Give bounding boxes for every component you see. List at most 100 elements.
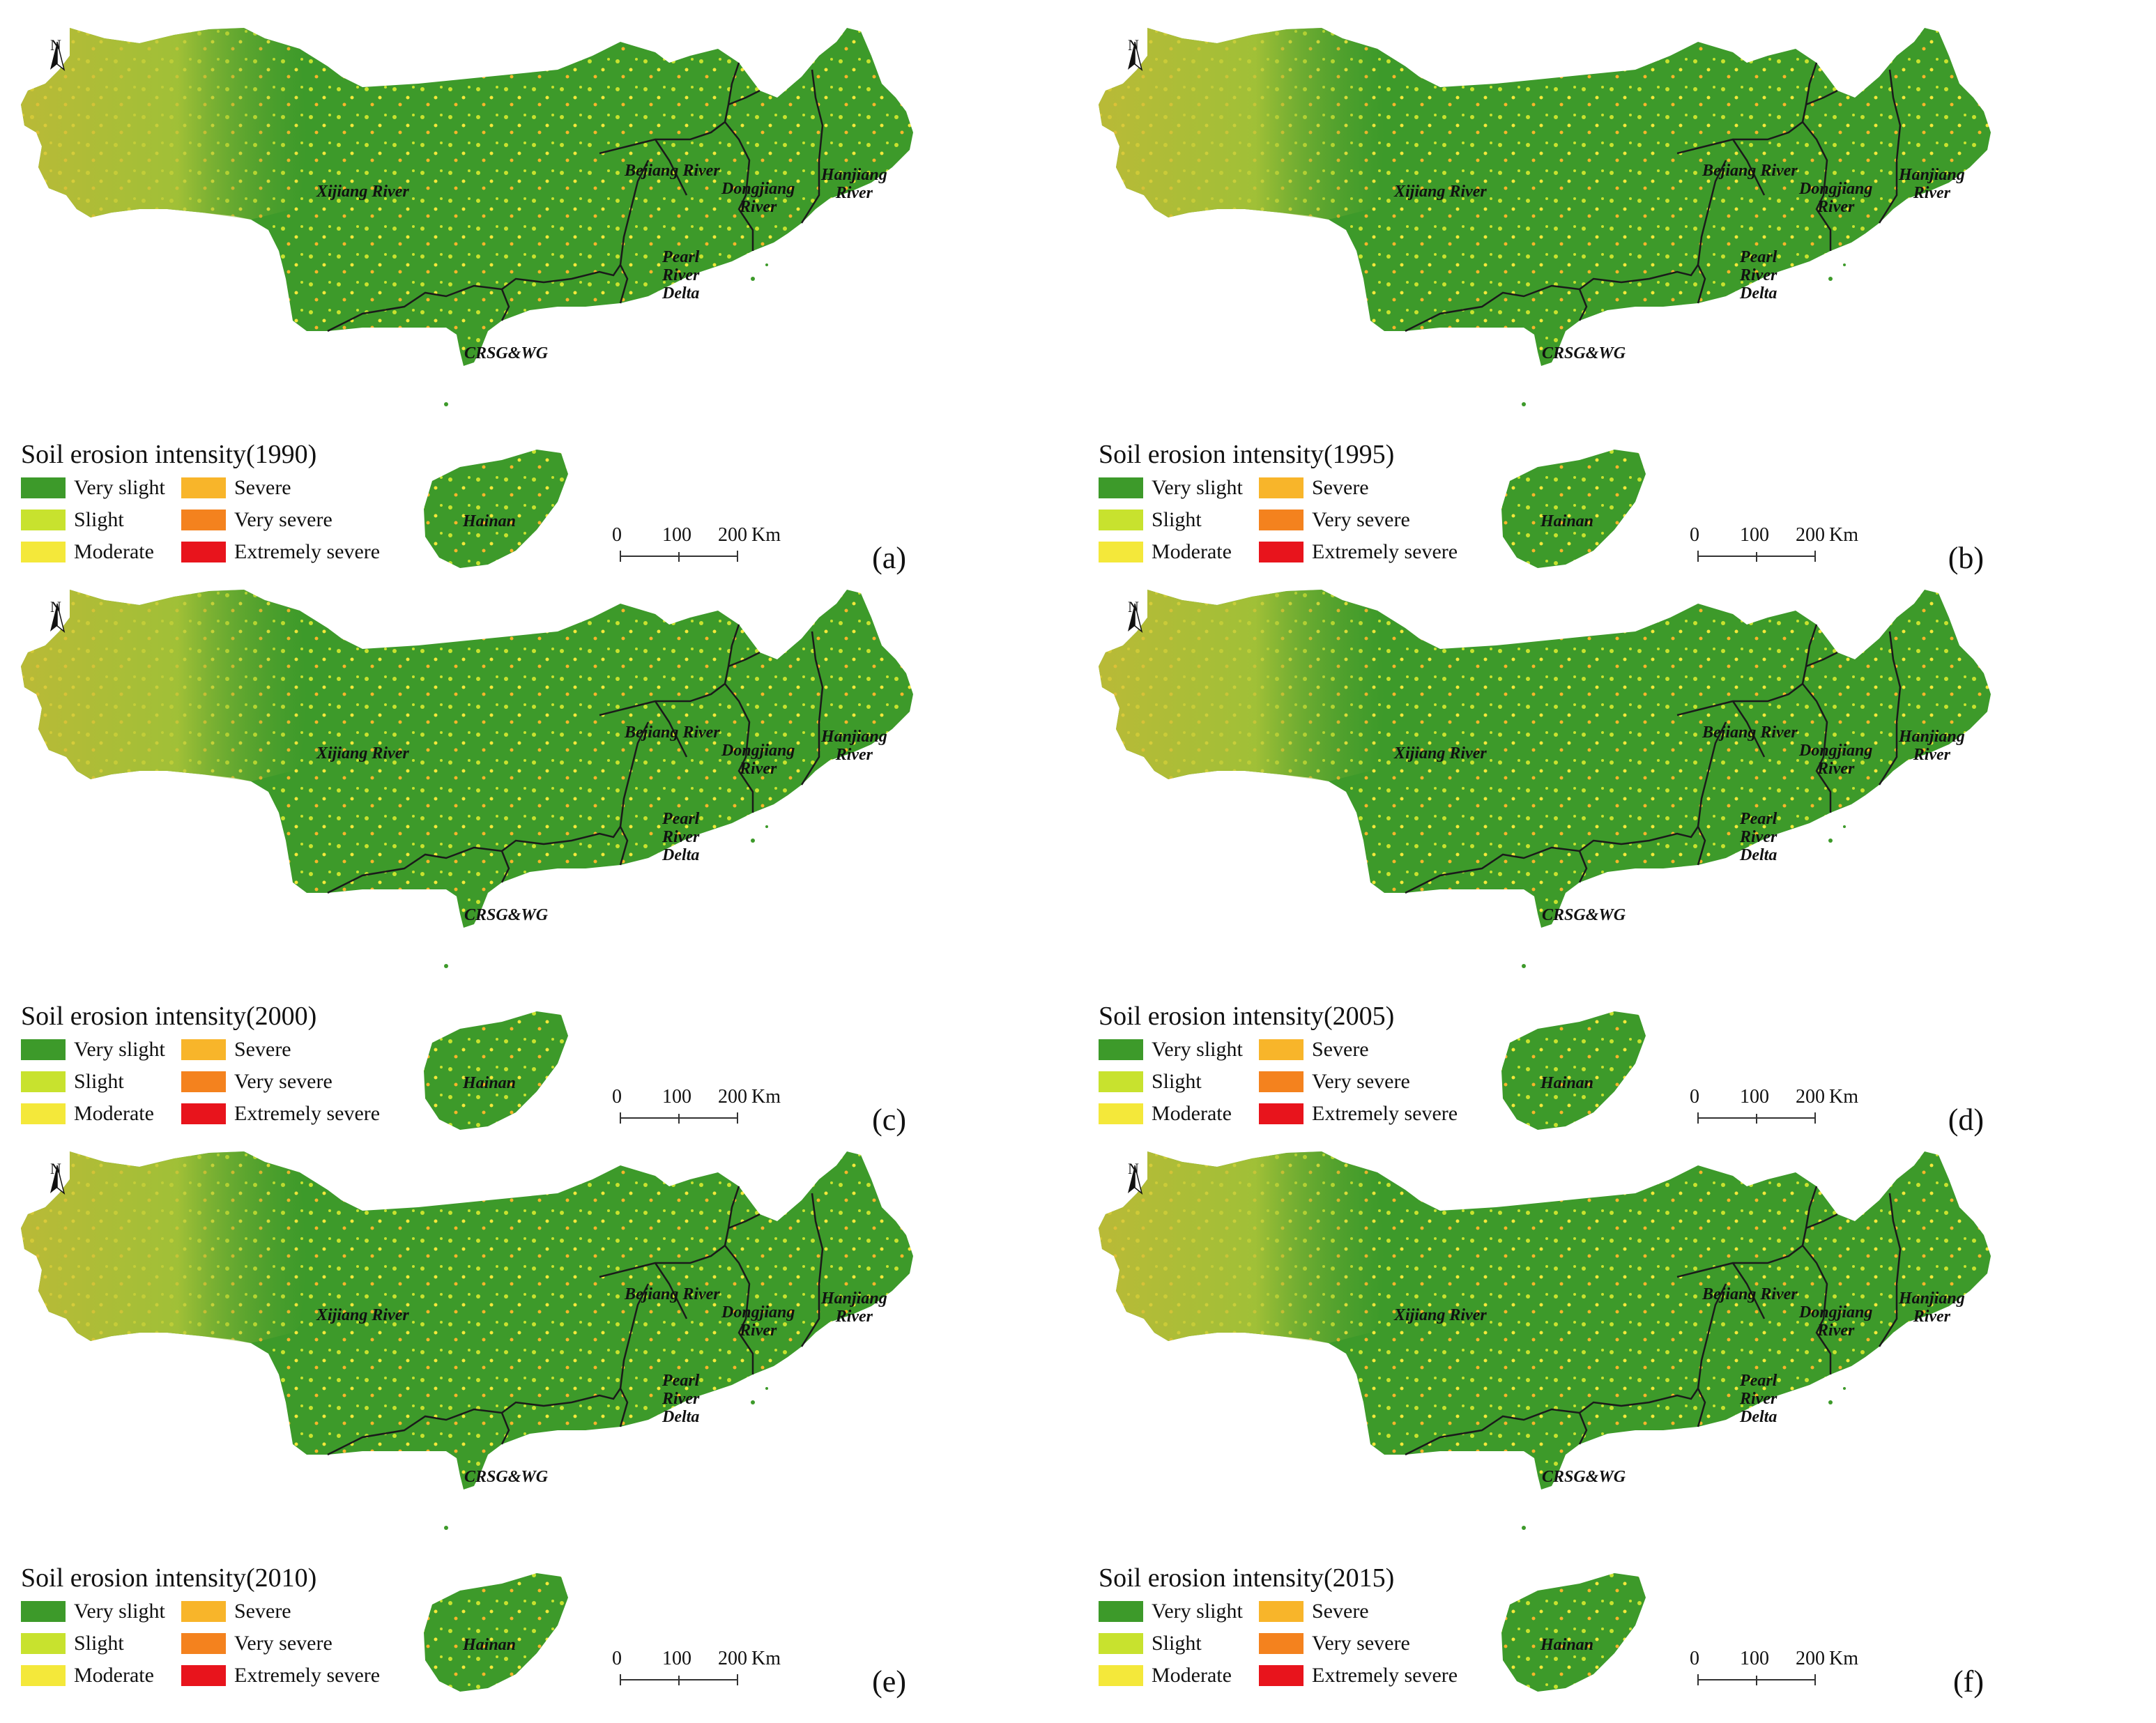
label-hainan: Hainan: [463, 512, 517, 530]
scale-bar: [620, 551, 738, 562]
basin-boundaries: [327, 624, 824, 894]
legend-title: Soil erosion intensity(1995): [1099, 440, 1395, 469]
legend-swatch: [181, 1039, 226, 1060]
small-island: [751, 277, 755, 281]
label-crsg-wg: CRSG&WG: [464, 344, 549, 362]
legend-swatch: [181, 1071, 226, 1092]
legend-item-slight: Slight: [1099, 1631, 1202, 1656]
north-label: N: [50, 36, 61, 54]
scale-unit: Km: [751, 524, 781, 546]
label-pearl-river-delta: Pearl River Delta: [1740, 1372, 1777, 1426]
legend-label: Extremely severe: [1312, 1664, 1458, 1687]
legend-item-very-severe: Very severe: [1259, 1069, 1410, 1094]
scale-bar: [1697, 551, 1816, 562]
scale-tick-200: 200: [718, 1086, 747, 1108]
legend-swatch: [1259, 510, 1303, 530]
north-arrow-icon: [1128, 1165, 1143, 1195]
hainan-island: [1501, 1573, 1646, 1692]
scale-tick-0: 0: [612, 1648, 622, 1669]
hainan-island: [1501, 1011, 1646, 1130]
legend-item-severe: Severe: [181, 1037, 291, 1062]
legend-item-very-slight: Very slight: [1099, 1037, 1243, 1062]
legend-label: Slight: [74, 1632, 124, 1655]
legend-label: Moderate: [74, 1664, 154, 1687]
scale-bar: [1697, 1112, 1816, 1124]
legend-label: Very severe: [1312, 508, 1410, 531]
legend-label: Severe: [1312, 1600, 1369, 1623]
small-island: [1522, 964, 1526, 968]
legend-item-moderate: Moderate: [1099, 539, 1232, 565]
basin-boundaries: [327, 1186, 824, 1456]
label-xijiang: Xijiang River: [316, 744, 409, 763]
legend-swatch: [181, 1633, 226, 1654]
western-erosion-zone: [21, 1151, 307, 1343]
label-xijiang: Xijiang River: [1394, 744, 1487, 763]
legend-item-very-severe: Very severe: [1259, 507, 1410, 533]
north-arrow-icon: [50, 41, 66, 71]
legend-swatch: [21, 1665, 66, 1686]
legend-label: Very slight: [1152, 476, 1243, 499]
small-island: [444, 402, 448, 406]
map-panel-2: N Xijiang River Bejiang River Dongjiang …: [1078, 0, 2155, 575]
scale-unit: Km: [1829, 1648, 1858, 1669]
legend-swatch: [181, 1665, 226, 1686]
panel-letter: (f): [1953, 1664, 1984, 1699]
legend-item-slight: Slight: [21, 1069, 124, 1094]
label-hainan: Hainan: [463, 1636, 517, 1654]
label-crsg-wg: CRSG&WG: [464, 906, 549, 924]
label-xijiang: Xijiang River: [316, 1306, 409, 1324]
legend-title: Soil erosion intensity(2010): [21, 1563, 317, 1593]
label-bejiang: Bejiang River: [1702, 1285, 1798, 1303]
legend-swatch: [181, 1601, 226, 1622]
legend-item-very-severe: Very severe: [1259, 1631, 1410, 1656]
label-hanjiang: Hanjiang River: [821, 166, 887, 202]
label-dongjiang: Dongjiang River: [721, 180, 795, 216]
erosion-map: [1099, 590, 1991, 1130]
north-label: N: [50, 1160, 61, 1177]
scale-unit: Km: [1829, 1086, 1858, 1108]
scale-tick-100: 100: [1740, 1648, 1769, 1669]
legend-label: Moderate: [74, 1102, 154, 1125]
legend-label: Very severe: [1312, 1070, 1410, 1093]
north-arrow-icon: [1128, 603, 1143, 633]
label-pearl-river-delta: Pearl River Delta: [1740, 248, 1777, 303]
map-panel-4: N Xijiang River Bejiang River Dongjiang …: [1078, 562, 2155, 1137]
legend-swatch: [1259, 1103, 1303, 1124]
hainan-island: [424, 1573, 568, 1692]
label-pearl-river-delta: Pearl River Delta: [662, 810, 700, 864]
legend-label: Very slight: [1152, 1038, 1243, 1061]
north-label: N: [1128, 598, 1139, 615]
legend-swatch: [21, 1071, 66, 1092]
legend-title: Soil erosion intensity(2000): [21, 1002, 317, 1031]
small-island: [765, 263, 768, 266]
scale-bar: [620, 1674, 738, 1685]
north-label: N: [1128, 1160, 1139, 1177]
erosion-map: [21, 28, 913, 568]
legend-item-very-severe: Very severe: [181, 1631, 332, 1656]
legend-item-moderate: Moderate: [1099, 1663, 1232, 1688]
scale-tick-100: 100: [1740, 524, 1769, 546]
legend-swatch: [1259, 1633, 1303, 1654]
scale-bar: [1697, 1674, 1816, 1685]
legend-swatch: [1259, 542, 1303, 562]
legend-swatch: [1099, 1665, 1143, 1686]
legend-label: Extremely severe: [234, 1102, 381, 1125]
legend-item-extremely-severe: Extremely severe: [1259, 1101, 1458, 1126]
basin-boundaries: [1405, 1186, 1902, 1456]
legend-swatch: [181, 1103, 226, 1124]
legend-label: Very slight: [1152, 1600, 1243, 1623]
legend-title: Soil erosion intensity(2015): [1099, 1563, 1395, 1593]
small-island: [1843, 825, 1846, 828]
legend-swatch: [1259, 1665, 1303, 1686]
legend-item-very-severe: Very severe: [181, 507, 332, 533]
label-hainan: Hainan: [463, 1074, 517, 1092]
legend-label: Moderate: [1152, 1102, 1232, 1125]
legend-label: Moderate: [1152, 540, 1232, 563]
map-panel-1: N Xijiang River Bejiang River Dongjiang …: [0, 0, 1078, 575]
small-island: [1828, 838, 1833, 843]
legend-label: Very severe: [1312, 1632, 1410, 1655]
legend-swatch: [21, 510, 66, 530]
basin-boundaries: [1405, 624, 1902, 894]
legend-swatch: [1099, 542, 1143, 562]
legend-item-extremely-severe: Extremely severe: [1259, 1663, 1458, 1688]
